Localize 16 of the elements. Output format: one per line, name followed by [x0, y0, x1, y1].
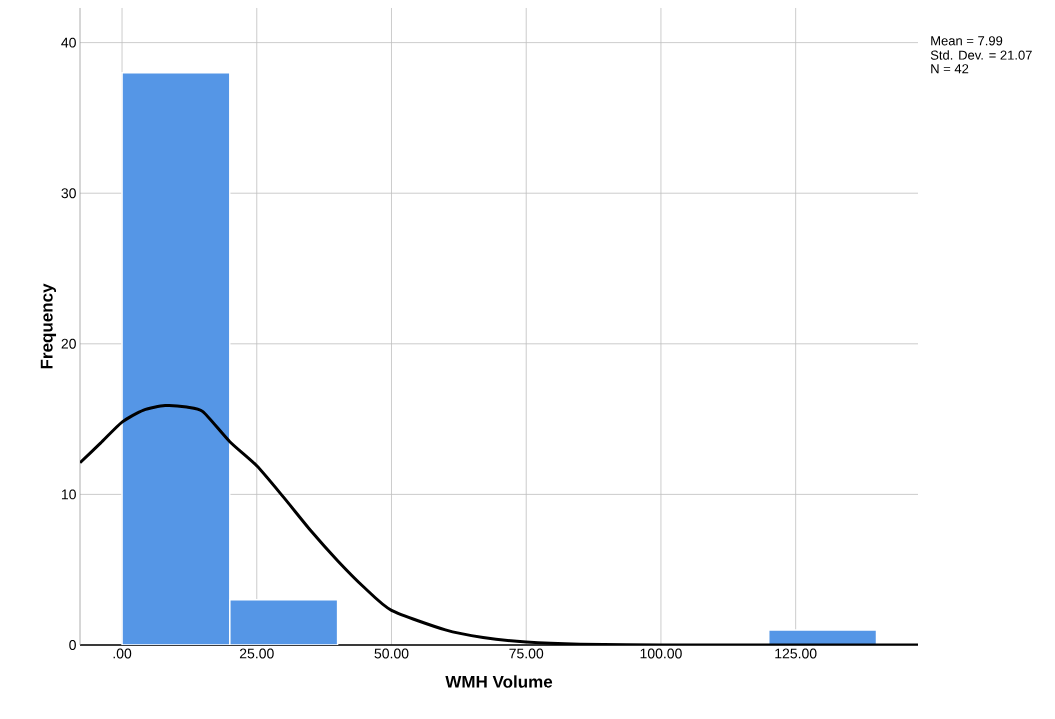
x-tick-label: .00	[113, 648, 132, 659]
x-tick-label: 125.00	[775, 648, 817, 659]
x-tick-label: 25.00	[239, 648, 274, 659]
x-tick-label: 100.00	[640, 648, 682, 659]
text: Std. Dev. = 21.07	[930, 50, 1032, 60]
x-tick-label: 50.00	[374, 648, 409, 659]
x-axis-title: WMH Volume	[445, 675, 553, 688]
x-tick-label: 75.00	[509, 648, 544, 659]
y-tick-label: 0	[69, 640, 76, 650]
text: Mean = 7.99	[931, 36, 1003, 46]
y-tick-label: 10	[61, 489, 76, 500]
y-tick-label: 40	[61, 37, 76, 48]
y-axis-title: Frequency	[40, 283, 57, 369]
text: N = 42	[931, 64, 969, 74]
y-tick-label: 30	[61, 188, 76, 199]
y-tick-label: 20	[61, 338, 76, 349]
